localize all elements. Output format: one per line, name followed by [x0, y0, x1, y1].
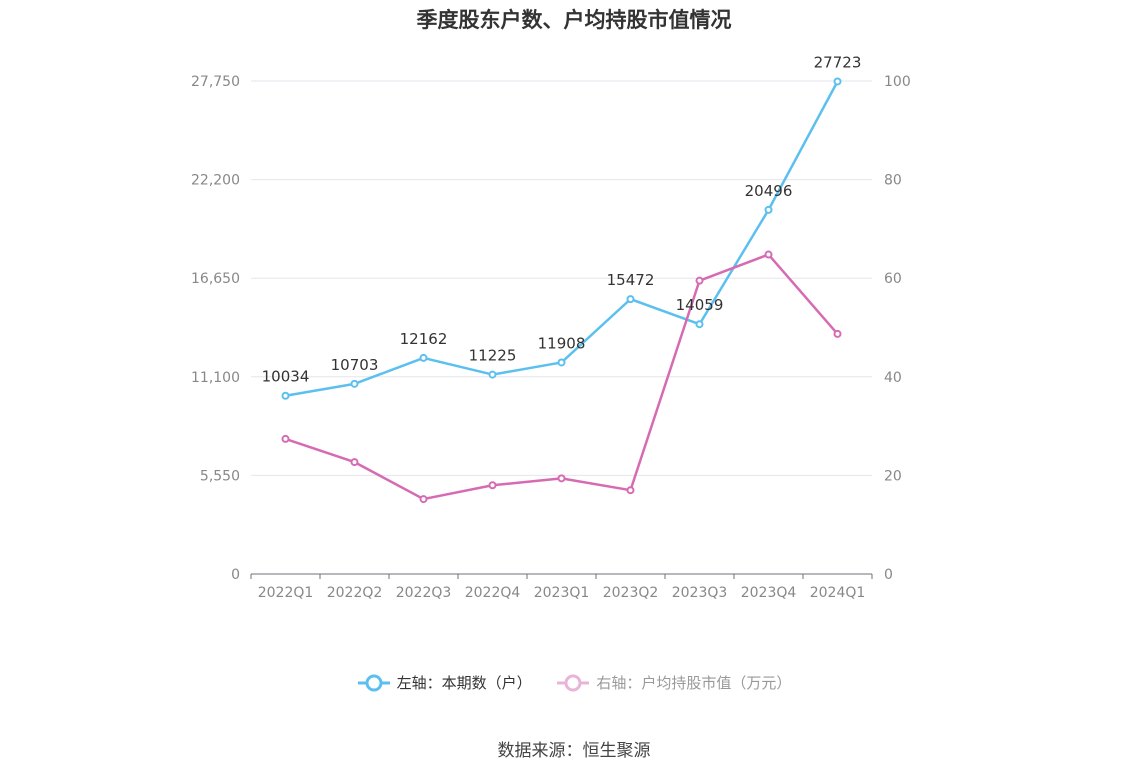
right-axis-tick-label: 40 [884, 370, 902, 386]
right-axis-tick-label: 0 [884, 567, 893, 583]
legend-label-left: 左轴：本期数（户） [396, 674, 532, 692]
data-point-avg-holding-value [350, 458, 359, 467]
x-axis-category-label: 2024Q1 [810, 585, 866, 601]
data-point-avg-holding-value [281, 434, 290, 443]
x-axis-category-label: 2022Q1 [258, 585, 314, 601]
left-axis-tick-label: 0 [231, 567, 240, 583]
data-point-shareholders [350, 379, 359, 388]
data-label: 27723 [814, 53, 862, 71]
data-point-shareholders [695, 320, 704, 329]
chart-canvas: 0 0 5,550 20 11,100 40 16,650 60 22,200 80 27,750 1… [191, 53, 911, 601]
data-label: 10703 [331, 356, 379, 374]
x-axis-category-label: 2023Q4 [741, 585, 797, 601]
data-point-avg-holding-value [557, 474, 566, 483]
data-point-avg-holding-value [695, 276, 704, 285]
left-axis-tick-label: 27,750 [191, 74, 240, 90]
legend-item-left-series[interactable]: 左轴：本期数（户） [357, 672, 532, 693]
left-axis-tick-label: 22,200 [191, 173, 240, 189]
data-label: 20496 [745, 182, 793, 200]
left-axis-tick-label: 5,550 [200, 468, 240, 484]
data-label: 10034 [262, 368, 310, 386]
legend-label-right: 右轴：户均持股市值（万元） [596, 674, 792, 692]
data-point-avg-holding-value [419, 495, 428, 504]
legend-item-right-series[interactable]: 右轴：户均持股市值（万元） [556, 672, 791, 693]
legend-line-marker-icon [557, 674, 590, 691]
x-axis-category-label: 2023Q3 [672, 585, 728, 601]
axes: 0 0 5,550 20 11,100 40 16,650 60 22,200 80 27,750 1… [191, 74, 911, 601]
right-axis-tick-label: 80 [884, 173, 902, 189]
data-point-shareholders [764, 205, 773, 214]
data-point-avg-holding-value [626, 486, 635, 495]
data-point-shareholders [281, 391, 290, 400]
data-label: 11225 [469, 347, 517, 365]
chart-title: 季度股东户数、户均持股市值情况 [416, 8, 732, 32]
grid-lines [251, 80, 872, 476]
right-axis-tick-label: 20 [884, 468, 902, 484]
data-source: 数据来源：恒生聚源 [497, 741, 651, 761]
right-axis-tick-label: 100 [884, 74, 911, 90]
data-point-shareholders [419, 353, 428, 362]
data-point-shareholders [626, 295, 635, 304]
data-label: 11908 [538, 334, 586, 352]
data-point-avg-holding-value [764, 250, 773, 259]
x-axis-category-label: 2022Q3 [396, 585, 452, 601]
series [281, 77, 842, 504]
data-point-shareholders [488, 370, 497, 379]
data-point-avg-holding-value [833, 329, 842, 338]
x-axis-category-label: 2022Q4 [465, 585, 521, 601]
x-axis-category-label: 2023Q1 [534, 585, 590, 601]
data-labels: 10034 10703 12162 11225 11908 15472 14059 20496… [262, 53, 862, 385]
left-axis-tick-label: 11,100 [191, 370, 240, 386]
left-axis-tick-label: 16,650 [191, 271, 240, 287]
data-point-shareholders [833, 77, 842, 86]
x-axis-category-label: 2022Q2 [327, 585, 383, 601]
legend: 左轴：本期数（户） 右轴：户均持股市值（万元） [0, 672, 1148, 697]
right-axis-tick-label: 60 [884, 271, 902, 287]
data-label: 14059 [676, 296, 724, 314]
x-axis-category-label: 2023Q2 [603, 585, 659, 601]
data-label: 12162 [400, 330, 448, 348]
data-label: 15472 [607, 271, 655, 289]
legend-line-marker-icon [357, 674, 390, 691]
data-point-shareholders [557, 358, 566, 367]
data-point-avg-holding-value [488, 481, 497, 490]
